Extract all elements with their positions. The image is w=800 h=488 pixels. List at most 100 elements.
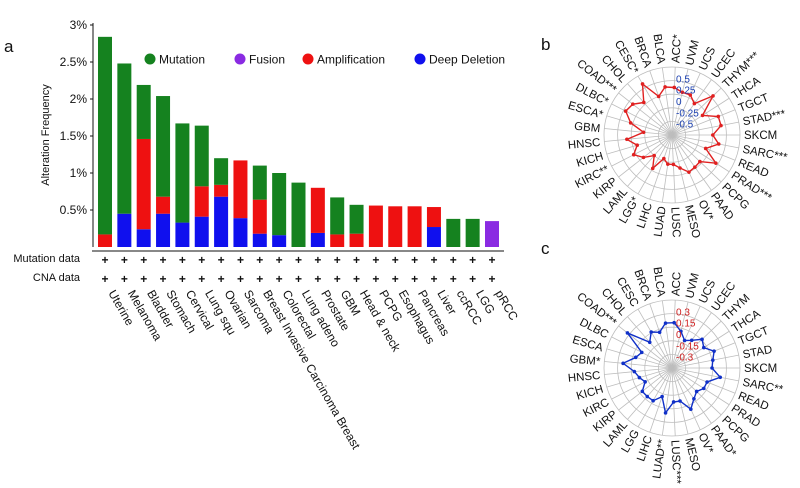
radar-spoke [637,308,673,369]
radar-point [687,170,691,174]
radar-category-label: GBM [574,121,601,135]
radar-spoke [637,367,673,428]
radar-point [694,389,699,394]
radar-spoke [671,79,712,136]
radar-point [640,389,645,394]
bar-deep_deletion [136,229,151,247]
radar-category-label: ACC [670,272,683,297]
radar-point [625,331,630,335]
radar-tick-label: -0.25 [676,108,699,119]
radar-series-line [621,321,722,415]
radar-category-label: SKCM [744,363,777,375]
radar-point [641,130,646,135]
radar-tick-label: -0.3 [676,353,694,364]
radar-point [663,85,667,89]
radar-spoke [661,300,673,369]
radar-spoke [671,68,689,136]
legend-swatch-amplification [302,53,314,65]
radar-point [650,166,655,171]
y-axis-label: Alteration Frequency [40,84,52,186]
bar-amplification [368,205,383,247]
cna-data-mark: + [314,272,321,286]
radar-category-label: BLCA [651,266,667,298]
bar-mutation [465,218,480,247]
radar-point [645,394,650,399]
radar-spoke [606,348,673,369]
radar-point [701,345,706,350]
bar-mutation [272,173,287,236]
bar-amplification [136,138,151,230]
radar-point [689,338,694,343]
bar-deep_deletion [233,218,248,247]
bar-deep_deletion [175,222,190,247]
mutation-data-mark: + [392,253,399,267]
radar-spoke [671,134,676,203]
radar-spoke [671,305,701,369]
cna-data-mark: + [160,272,167,286]
radar-category-label: LUSC [668,207,681,238]
bar-amplification [388,206,403,247]
mutation-data-mark: + [101,253,108,267]
mutation-data-mark: + [160,253,167,267]
radar-spoke [671,97,730,136]
radar-category-label: HNSC [567,370,601,385]
y-axis: 0.5% 1% 1.5% 2% 2.5% 3% [60,18,94,247]
radar-point [682,338,687,343]
radar-point [680,90,685,95]
radar-point [716,114,721,119]
radar-category-label: STAD [742,344,774,361]
radar-spoke [627,134,673,187]
y-tick-label: 0.5% [60,203,88,217]
legend-swatch-deep_deletion [414,53,426,65]
radar-point [663,321,668,325]
radar-spoke [671,354,739,369]
radar-spoke [627,83,673,136]
radar-point [716,142,721,146]
radar-point [641,155,646,160]
radar-point [649,330,654,334]
radar-point [631,102,635,106]
radar-point [641,100,646,105]
radar-point [678,166,682,170]
radar-point [632,369,637,374]
mutation-data-mark: + [179,253,186,267]
radar-spoke [618,92,673,136]
bar-amplification [194,186,209,217]
cna-data-mark: + [101,272,108,286]
radar-point [718,375,723,380]
legend-label-amplification: Amplification [317,53,385,67]
radar-spoke [606,134,673,155]
radar-spoke [671,67,676,136]
radar-spoke [649,70,673,136]
radar-point [711,94,715,98]
radar-point [663,411,668,415]
radar-point [631,152,636,157]
radar-point [671,400,676,404]
mutation-data-mark: + [314,253,321,267]
radar-point [651,398,655,403]
radar-point [635,143,640,148]
y-tick-label: 1.5% [60,129,88,143]
cna-data-mark: + [121,272,128,286]
mutation-data-mark: + [469,253,476,267]
bar-deep_deletion [272,235,287,247]
bar-amplification [310,187,325,233]
radar-tick-label: 0 [676,97,682,108]
radar-spoke [649,303,673,369]
radar-point [705,380,709,384]
cna-data-mark: + [198,272,205,286]
bar-mutation [98,36,112,235]
radar-point [656,94,661,99]
bar-fusion [485,221,499,247]
radar-spoke [671,300,676,369]
legend-label-deep_deletion: Deep Deletion [429,53,505,67]
radar-spoke [671,134,722,183]
cna-data-mark: + [334,272,341,286]
radar-point [633,355,638,360]
radar-category-label: BLCA [651,33,667,65]
radar-category-label: LUAD [652,206,668,238]
bar-mutation [349,204,364,234]
mutation-data-mark: + [198,253,205,267]
bar-amplification [407,206,422,247]
